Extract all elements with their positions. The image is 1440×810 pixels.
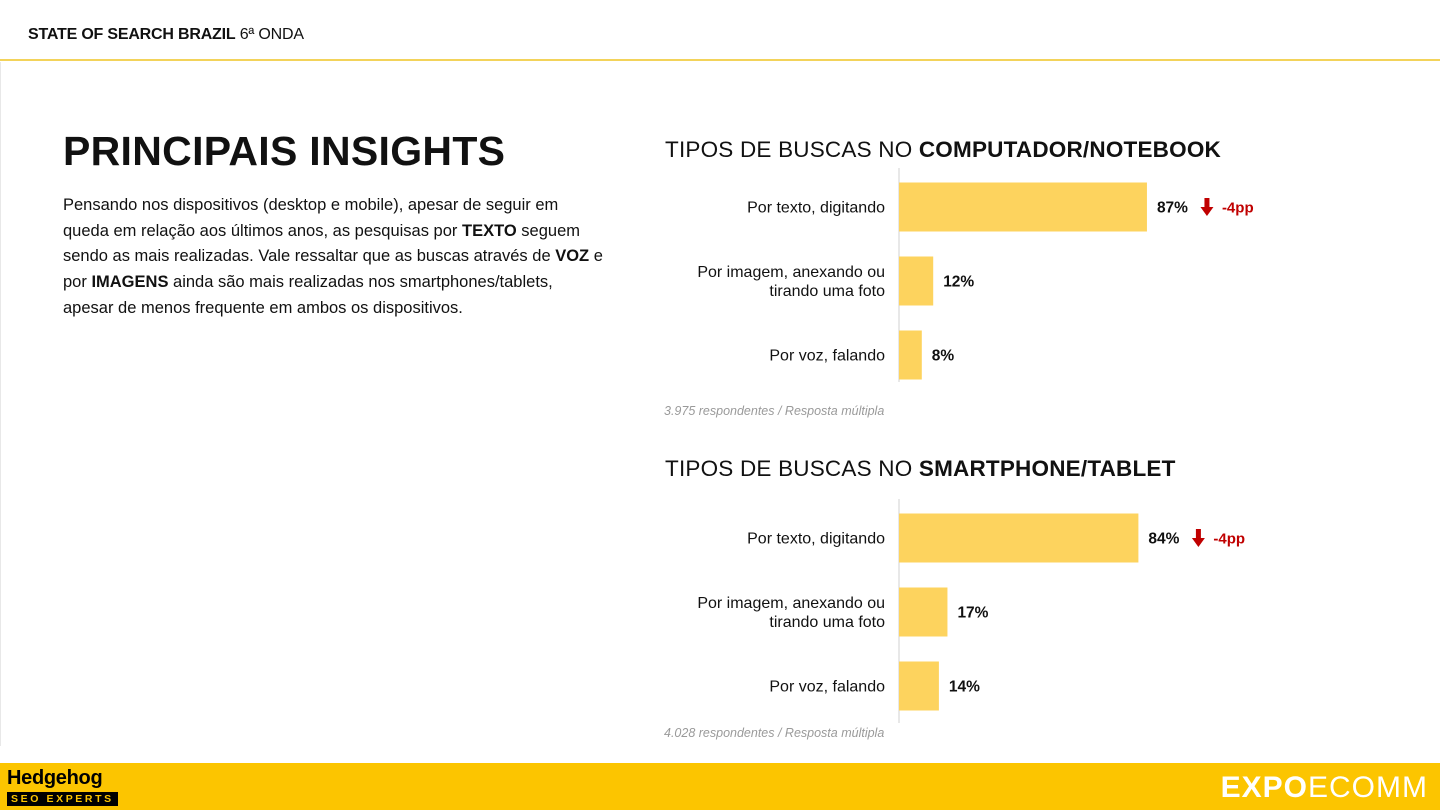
hedgehog-logo-tagline: SEO EXPERTS bbox=[7, 792, 118, 806]
paragraph-text-2: seguem sendo as mais realizadas. Vale re… bbox=[63, 221, 580, 266]
header-title-rest: 6ª ONDA bbox=[239, 26, 304, 43]
data-label-1: 87% bbox=[1157, 200, 1188, 217]
bar-1 bbox=[899, 513, 1139, 563]
bar-2 bbox=[899, 587, 948, 637]
header-title: STATE OF SEARCH BRAZIL 6ª ONDA bbox=[28, 26, 304, 44]
change-label-1: -4pp bbox=[1222, 200, 1254, 217]
chart-title-computer-bold: COMPUTADOR/NOTEBOOK bbox=[918, 137, 1221, 162]
data-label-2: 17% bbox=[957, 605, 988, 622]
bar-1 bbox=[899, 182, 1147, 232]
category-label-1: Por texto, digitando bbox=[747, 200, 885, 217]
change-down-arrow-icon bbox=[1191, 529, 1205, 547]
paragraph-text-4: ainda são mais realizadas nos smartphone… bbox=[63, 273, 553, 317]
chart-title-smartphone-bold: SMARTPHONE/TABLET bbox=[918, 456, 1176, 481]
change-down-arrow-icon bbox=[1200, 198, 1214, 216]
arrow-shaft bbox=[1195, 529, 1201, 538]
category-label-2: tirando uma foto bbox=[769, 614, 885, 631]
header-bar: STATE OF SEARCH BRAZIL 6ª ONDA bbox=[0, 0, 1440, 61]
expoecomm-logo-rest: ECOMM bbox=[1308, 771, 1428, 804]
arrow-head bbox=[1191, 538, 1205, 547]
chart-computer: Por texto, digitando 87% -4pp Por imagem, a… bbox=[660, 168, 1360, 385]
chart-smartphone-note: 4.028 respondentes / Resposta múltipla bbox=[664, 726, 885, 740]
footer-bar bbox=[0, 763, 1440, 810]
arrow-head bbox=[1200, 207, 1214, 216]
chart-title-smartphone: TIPOS DE BUSCAS NO SMARTPHONE/TABLET bbox=[665, 456, 1176, 482]
hedgehog-logo: Hedgehog SEO EXPERTS bbox=[7, 767, 127, 807]
page-title: PRINCIPAIS INSIGHTS bbox=[63, 128, 506, 174]
bar-2 bbox=[899, 256, 934, 306]
paragraph-bold-imagens: IMAGENS bbox=[91, 273, 169, 292]
category-label-2: tirando uma foto bbox=[769, 283, 885, 300]
change-label-1: -4pp bbox=[1213, 531, 1245, 548]
left-divider bbox=[0, 62, 1, 746]
paragraph-bold-voz: VOZ bbox=[555, 247, 590, 266]
chart-computer-svg: Por texto, digitando 87% -4pp Por imagem, a… bbox=[697, 168, 1254, 382]
expoecomm-logo-bold: EXPO bbox=[1220, 771, 1308, 804]
chart-smartphone-svg: Por texto, digitando 84% -4pp Por imagem, a… bbox=[697, 499, 1245, 723]
chart-title-computer-prefix: TIPOS DE BUSCAS NO bbox=[665, 137, 919, 162]
data-label-2: 12% bbox=[943, 274, 974, 291]
data-label-3: 8% bbox=[932, 348, 955, 365]
paragraph-text-1: Pensando nos dispositivos (desktop e mob… bbox=[63, 196, 559, 240]
chart-title-smartphone-prefix: TIPOS DE BUSCAS NO bbox=[665, 456, 919, 481]
expoecomm-logo: EXPOECOMM bbox=[1221, 771, 1428, 805]
insights-paragraph: Pensando nos dispositivos (desktop e mob… bbox=[63, 193, 603, 322]
category-label-3: Por voz, falando bbox=[769, 348, 885, 365]
chart-smartphone: Por texto, digitando 84% -4pp Por imagem, a… bbox=[660, 499, 1360, 723]
category-label-1: Por texto, digitando bbox=[747, 531, 885, 548]
category-label-2: Por imagem, anexando ou bbox=[697, 595, 885, 612]
data-label-1: 84% bbox=[1148, 531, 1179, 548]
arrow-shaft bbox=[1204, 198, 1210, 207]
header-title-bold: STATE OF SEARCH BRAZIL bbox=[28, 26, 236, 43]
chart-computer-note: 3.975 respondentes / Resposta múltipla bbox=[664, 404, 885, 418]
category-label-3: Por voz, falando bbox=[769, 679, 885, 696]
chart-title-computer: TIPOS DE BUSCAS NO COMPUTADOR/NOTEBOOK bbox=[665, 137, 1221, 163]
paragraph-bold-texto: TEXTO bbox=[461, 221, 517, 240]
category-label-2: Por imagem, anexando ou bbox=[697, 264, 885, 281]
hedgehog-logo-name: Hedgehog bbox=[7, 767, 103, 789]
bar-3 bbox=[899, 330, 922, 380]
paragraph-text-3: e por bbox=[63, 247, 603, 292]
data-label-3: 14% bbox=[949, 679, 980, 696]
bar-3 bbox=[899, 661, 939, 711]
